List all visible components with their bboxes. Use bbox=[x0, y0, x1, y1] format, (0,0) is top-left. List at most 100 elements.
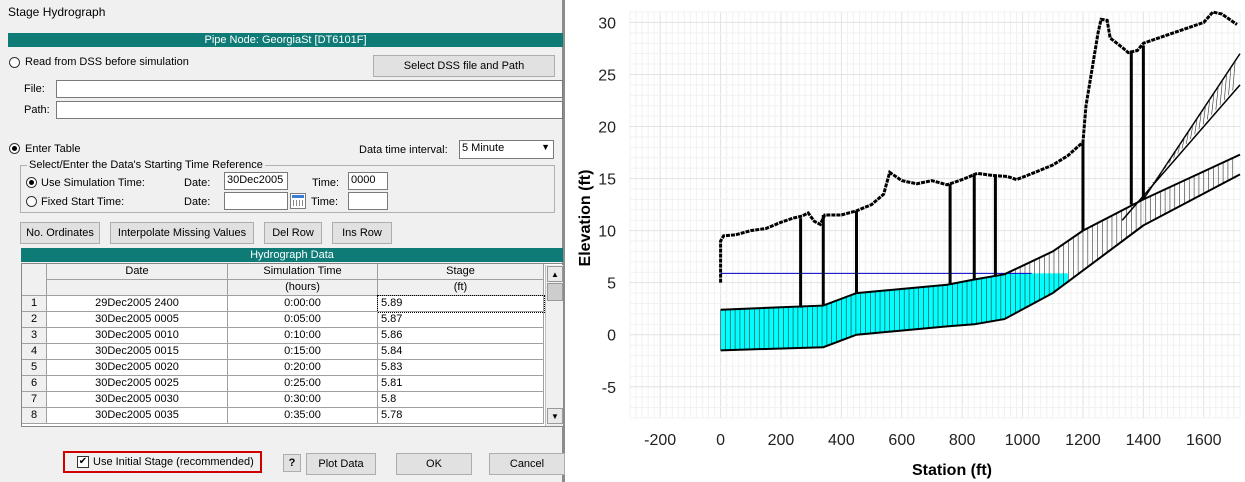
file-field[interactable] bbox=[56, 80, 563, 98]
time-cell[interactable]: 0:10:00 bbox=[228, 328, 378, 344]
plot-data-button[interactable]: Plot Data bbox=[306, 453, 376, 475]
use-sim-time-label: Use Simulation Time: bbox=[41, 177, 145, 189]
time-cell[interactable]: 0:00:00 bbox=[228, 296, 378, 312]
time-cell[interactable]: 0:25:00 bbox=[228, 376, 378, 392]
date-cell[interactable]: 30Dec2005 0030 bbox=[47, 392, 228, 408]
steep-pipe-hatch bbox=[1228, 67, 1232, 96]
x-tick-label: 200 bbox=[768, 432, 795, 449]
use-sim-time-radio[interactable] bbox=[26, 177, 37, 188]
y-tick-label: 5 bbox=[607, 276, 616, 293]
stage-cell[interactable]: 5.84 bbox=[378, 344, 544, 360]
row-number: 8 bbox=[22, 408, 47, 424]
sim-time-field[interactable]: 0000 bbox=[348, 172, 388, 190]
steep-pipe-hatch bbox=[1181, 137, 1185, 149]
row-number: 7 bbox=[22, 392, 47, 408]
steep-pipe-hatch bbox=[1194, 118, 1198, 135]
stage-cell[interactable]: 5.78 bbox=[378, 408, 544, 424]
steep-pipe-hatch bbox=[1223, 73, 1228, 101]
fixed-time-field[interactable] bbox=[348, 192, 388, 210]
x-tick-label: -200 bbox=[644, 432, 676, 449]
fixed-date-field[interactable] bbox=[224, 192, 288, 210]
table-scrollbar[interactable]: ▲ ▼ bbox=[545, 265, 563, 426]
scroll-up-icon[interactable]: ▲ bbox=[547, 266, 563, 282]
date-cell[interactable]: 30Dec2005 0005 bbox=[47, 312, 228, 328]
stage-cell[interactable]: 5.86 bbox=[378, 328, 544, 344]
initial-stage-label: Use Initial Stage (recommended) bbox=[93, 456, 254, 468]
steep-pipe-hatch bbox=[1219, 80, 1223, 106]
fixed-start-radio[interactable] bbox=[26, 196, 37, 207]
chart-grid bbox=[629, 11, 1241, 419]
y-tick-label: 10 bbox=[598, 224, 616, 241]
time-reference-group bbox=[20, 165, 555, 213]
time-cell[interactable]: 0:15:00 bbox=[228, 344, 378, 360]
date-cell[interactable]: 30Dec2005 0010 bbox=[47, 328, 228, 344]
x-tick-label: 1200 bbox=[1065, 432, 1101, 449]
sim-date-field[interactable]: 30Dec2005 bbox=[224, 172, 288, 190]
stage-cell[interactable]: 5.81 bbox=[378, 376, 544, 392]
row-number: 4 bbox=[22, 344, 47, 360]
time-cell[interactable]: 0:05:00 bbox=[228, 312, 378, 328]
initial-stage-checkbox[interactable]: ✔ bbox=[77, 456, 89, 468]
stage-cell[interactable]: 5.8 bbox=[378, 392, 544, 408]
row-number: 6 bbox=[22, 376, 47, 392]
x-tick-label: 0 bbox=[716, 432, 725, 449]
stage-cell[interactable]: 5.83 bbox=[378, 360, 544, 376]
enter-table-radio[interactable] bbox=[9, 143, 20, 154]
steep-pipe-hatch bbox=[1202, 105, 1206, 125]
cancel-button[interactable]: Cancel bbox=[489, 453, 565, 475]
select-dss-button[interactable]: Select DSS file and Path bbox=[373, 55, 555, 77]
window-title: Stage Hydrograph bbox=[8, 5, 106, 19]
steep-pipe-hatch bbox=[1148, 187, 1151, 189]
interval-select[interactable]: 5 Minute ▼ bbox=[459, 140, 554, 159]
help-button[interactable]: ? bbox=[283, 454, 301, 472]
fixed-time-label: Time: bbox=[311, 196, 339, 208]
row-number: 5 bbox=[22, 360, 47, 376]
y-tick-label: 15 bbox=[598, 172, 616, 189]
x-tick-label: 1000 bbox=[1005, 432, 1041, 449]
ins-row-button[interactable]: Ins Row bbox=[332, 222, 392, 244]
read-dss-radio[interactable] bbox=[9, 57, 20, 68]
ground-surface-line bbox=[719, 10, 1238, 283]
time-cell[interactable]: 0:30:00 bbox=[228, 392, 378, 408]
read-dss-label: Read from DSS before simulation bbox=[25, 56, 189, 68]
col-date-units bbox=[47, 280, 228, 296]
date-cell[interactable]: 30Dec2005 0025 bbox=[47, 376, 228, 392]
path-field[interactable] bbox=[56, 101, 563, 119]
scroll-down-icon[interactable]: ▼ bbox=[547, 408, 563, 424]
col-date-header: Date bbox=[47, 264, 228, 280]
steep-pipe-invert bbox=[1121, 84, 1241, 221]
ok-button[interactable]: OK bbox=[396, 453, 472, 475]
stage-cell[interactable]: 5.87 bbox=[378, 312, 544, 328]
date-cell[interactable]: 30Dec2005 0020 bbox=[47, 360, 228, 376]
initial-stage-highlight bbox=[63, 451, 262, 473]
enter-table-label: Enter Table bbox=[25, 143, 81, 155]
interpolate-button[interactable]: Interpolate Missing Values bbox=[110, 222, 254, 244]
fixed-start-label: Fixed Start Time: bbox=[41, 196, 125, 208]
del-row-button[interactable]: Del Row bbox=[264, 222, 322, 244]
x-tick-label: 400 bbox=[828, 432, 855, 449]
col-time-header: Simulation Time bbox=[228, 264, 378, 280]
file-label: File: bbox=[24, 83, 45, 95]
date-cell[interactable]: 29Dec2005 2400 bbox=[47, 296, 228, 312]
date-cell[interactable]: 30Dec2005 0015 bbox=[47, 344, 228, 360]
pipe-crown-line bbox=[720, 153, 1241, 311]
stage-cell[interactable]: 5.89 bbox=[377, 295, 545, 313]
calendar-icon[interactable] bbox=[290, 193, 306, 209]
time-cell[interactable]: 0:35:00 bbox=[228, 408, 378, 424]
time-cell[interactable]: 0:20:00 bbox=[228, 360, 378, 376]
fixed-date-label: Date: bbox=[184, 196, 211, 208]
scroll-thumb[interactable] bbox=[547, 283, 563, 301]
date-cell[interactable]: 30Dec2005 0035 bbox=[47, 408, 228, 424]
interval-value: 5 Minute bbox=[462, 142, 505, 154]
no-ordinates-button[interactable]: No. Ordinates bbox=[20, 222, 100, 244]
y-tick-label: 25 bbox=[598, 67, 616, 84]
row-number: 1 bbox=[22, 296, 47, 312]
time-reference-label: Select/Enter the Data's Starting Time Re… bbox=[27, 159, 265, 171]
steep-pipe-hatch bbox=[1164, 162, 1168, 169]
steep-pipe-hatch bbox=[1173, 150, 1177, 159]
steep-pipe-hatch bbox=[1215, 86, 1219, 110]
steep-pipe-hatch bbox=[1211, 92, 1215, 115]
row-number: 2 bbox=[22, 312, 47, 328]
hydrograph-data-banner: Hydrograph Data bbox=[21, 248, 563, 262]
x-tick-label: 1400 bbox=[1126, 432, 1162, 449]
